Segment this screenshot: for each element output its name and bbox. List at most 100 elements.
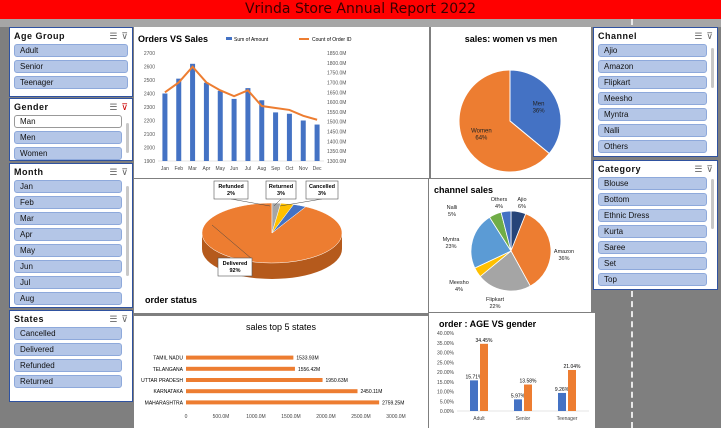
bar-sum-of-amount (300, 120, 306, 161)
y2-tick-label: 1850.0M (327, 51, 346, 57)
x-tick-label: Jun (230, 166, 238, 172)
legend-label: Sum of Amount (234, 37, 269, 43)
bar-sum-of-amount (190, 63, 196, 161)
y-tick-label: 2100 (144, 132, 155, 138)
slicer-item-men[interactable]: Men (14, 131, 122, 144)
chart-title: order : AGE VS gender (439, 319, 537, 329)
y-tick-label: MAHARASHTRA (145, 400, 184, 406)
slicer-item-jul[interactable]: Jul (14, 276, 122, 289)
slicer-item-may[interactable]: May (14, 244, 122, 257)
women-vs-men-panel: sales: women vs men Men 36% Women 64% (431, 27, 591, 178)
x-tick-label: 2000.0M (316, 414, 335, 420)
slicer-item-nalli[interactable]: Nalli (598, 124, 707, 137)
slicer-month[interactable]: Month ☰ ⊽ Jan Feb Mar Apr May Jun Jul Aug (9, 163, 133, 308)
y2-tick-label: 1700.0M (327, 80, 346, 86)
y-tick-label: 2500 (144, 78, 155, 84)
slicer-item-teenager[interactable]: Teenager (14, 76, 128, 89)
bar-sum-of-amount (176, 78, 182, 161)
bar-data-label: 1533.93M (296, 356, 318, 362)
slicer-item-bottom[interactable]: Bottom (598, 193, 707, 206)
slicer-category[interactable]: Category ☰ ⊽ Blouse Bottom Ethnic Dress Kurt… (593, 160, 718, 290)
clear-filter-icon[interactable]: ⊽ (121, 313, 128, 324)
pie-data-label: Others 4% (491, 197, 508, 210)
bar-sum-of-amount (203, 82, 209, 161)
y-tick-label: 2300 (144, 105, 155, 111)
slicer-item-top[interactable]: Top (598, 273, 707, 286)
slicer-gender[interactable]: Gender ☰ ⊽ Man Men Women (9, 98, 133, 161)
slicer-channel[interactable]: Channel ☰ ⊽ Ajio Amazon Flipkart Meesho Myntr… (593, 27, 718, 157)
pie-data-label: Cancelled 3% (309, 184, 335, 197)
slicer-item-returned[interactable]: Returned (14, 375, 122, 388)
slicer-item-mar[interactable]: Mar (14, 212, 122, 225)
pie-data-label: Women 64% (471, 128, 492, 141)
pie-data-label: Amazon 36% (554, 249, 574, 262)
bar-age-gender (524, 384, 532, 411)
slicer-item-others[interactable]: Others (598, 140, 707, 153)
clear-filter-icon[interactable]: ⊽ (706, 30, 713, 41)
scrollbar[interactable] (711, 48, 714, 88)
slicer-item-apr[interactable]: Apr (14, 228, 122, 241)
y2-tick-label: 1400.0M (327, 139, 346, 145)
slicer-item-ethnic-dress[interactable]: Ethnic Dress (598, 209, 707, 222)
leader-line (230, 198, 271, 207)
slicer-item-women[interactable]: Women (14, 147, 122, 160)
clear-filter-icon[interactable]: ⊽ (121, 166, 128, 177)
women-vs-men-chart: sales: women vs men Men 36% Women 64% (458, 34, 562, 173)
y-tick-label: 2400 (144, 92, 155, 98)
slicer-item-saree[interactable]: Saree (598, 241, 707, 254)
age-gender-chart: order : AGE VS gender 0.00% 5.00% 10.00% 15.… (437, 319, 589, 422)
chart-title: channel sales (434, 185, 493, 195)
slicer-item-set[interactable]: Set (598, 257, 707, 270)
leader-line (211, 224, 253, 260)
multi-select-icon[interactable]: ☰ (109, 166, 118, 177)
clear-filter-icon[interactable]: ⊽ (121, 30, 128, 41)
slicer-item-senior[interactable]: Senior (14, 60, 128, 73)
slicer-item-aug[interactable]: Aug (14, 292, 122, 305)
x-tick-label: Senior (516, 416, 531, 422)
slicer-item-adult[interactable]: Adult (14, 44, 128, 57)
slicer-item-jun[interactable]: Jun (14, 260, 122, 273)
slicer-item-amazon[interactable]: Amazon (598, 60, 707, 73)
pie-slice-myntra (470, 216, 512, 269)
slicer-item-feb[interactable]: Feb (14, 196, 122, 209)
slicer-item-cancelled[interactable]: Cancelled (14, 327, 122, 340)
bar-age-gender (558, 392, 566, 411)
multi-select-icon[interactable]: ☰ (694, 163, 703, 174)
x-tick-label: 1500.0M (281, 414, 300, 420)
slicer-item-kurta[interactable]: Kurta (598, 225, 707, 238)
slicer-item-delivered[interactable]: Delivered (14, 343, 122, 356)
y-tick-label: 40.00% (437, 331, 455, 337)
slicer-item-flipkart[interactable]: Flipkart (598, 76, 707, 89)
slicer-title: Age Group (14, 31, 65, 41)
x-tick-label: Teenager (557, 416, 578, 422)
y-tick-label: 0.00% (440, 409, 455, 415)
clear-filter-icon[interactable]: ⊽ (706, 163, 713, 174)
bar-state-sales (186, 378, 323, 382)
y2-tick-label: 1300.0M (327, 159, 346, 165)
multi-select-icon[interactable]: ☰ (109, 313, 118, 324)
y-tick-label: 20.00% (437, 370, 455, 376)
slicer-item-ajio[interactable]: Ajio (598, 44, 707, 57)
slicer-states[interactable]: States ☰ ⊽ Cancelled Delivered Refunded Retu… (9, 310, 133, 402)
slicer-item-meesho[interactable]: Meesho (598, 92, 707, 105)
multi-select-icon[interactable]: ☰ (694, 30, 703, 41)
scrollbar[interactable] (711, 179, 714, 229)
y-tick-label: 25.00% (437, 360, 455, 366)
slicer-age-group[interactable]: Age Group ☰ ⊽ Adult Senior Teenager (9, 27, 133, 97)
legend-swatch-bar (226, 37, 232, 40)
slicer-item-refunded[interactable]: Refunded (14, 359, 122, 372)
clear-filter-icon[interactable]: ⊽ (121, 101, 128, 112)
slicer-item-blouse[interactable]: Blouse (598, 177, 707, 190)
scrollbar[interactable] (126, 186, 129, 276)
bar-data-label: 2759.25M (382, 400, 404, 406)
slicer-item-jan[interactable]: Jan (14, 180, 122, 193)
pie-slice-men (509, 69, 562, 155)
pie-slice-cancelled (271, 204, 307, 234)
slicer-item-myntra[interactable]: Myntra (598, 108, 707, 121)
slicer-item-man[interactable]: Man (14, 115, 122, 128)
y-tick-label: 5.00% (440, 399, 455, 405)
multi-select-icon[interactable]: ☰ (109, 30, 118, 41)
y-tick-label: 30.00% (437, 351, 455, 357)
scrollbar[interactable] (126, 123, 129, 153)
multi-select-icon[interactable]: ☰ (109, 101, 118, 112)
